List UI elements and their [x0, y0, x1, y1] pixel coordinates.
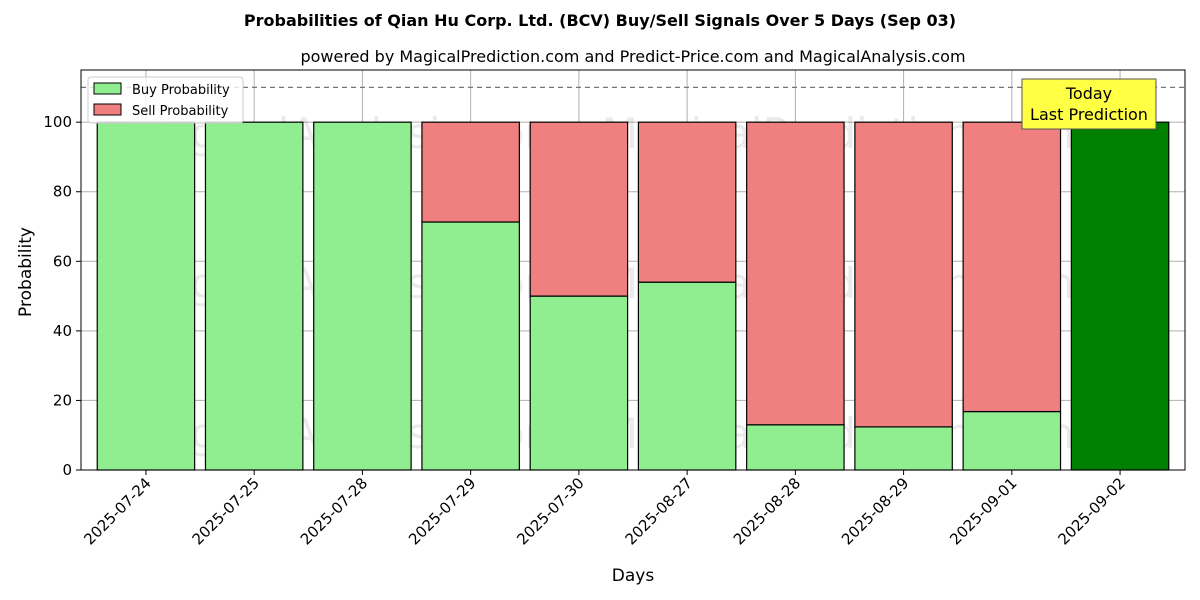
bar-buy-today	[1070, 121, 1170, 471]
x-axis-label: Days	[612, 566, 655, 586]
chart-subtitle: powered by MagicalPrediction.com and Pre…	[300, 47, 965, 66]
legend-swatch-buy	[93, 82, 122, 95]
bar-buy	[746, 424, 845, 471]
x-axis-ticks: 2025-07-24 2025-07-25 2025-07-28 2025-07-29…	[80, 470, 1129, 548]
y-tick-label: 80	[53, 183, 72, 201]
bar-sell	[421, 121, 520, 223]
bar-sell	[637, 121, 737, 283]
x-tick-label: 2025-08-29	[838, 474, 912, 548]
y-tick-label: 60	[53, 252, 72, 270]
bar-buy	[421, 221, 520, 471]
y-tick-label: 100	[43, 113, 72, 131]
bar-sell	[854, 121, 953, 428]
bars	[96, 121, 1170, 471]
bar-sell	[746, 121, 845, 426]
x-tick-label: 2025-09-01	[946, 474, 1020, 548]
bar-buy	[854, 426, 953, 471]
today-annotation: Today Last Prediction	[1021, 78, 1157, 130]
today-label: Today	[1065, 84, 1112, 103]
x-tick-label: 2025-07-25	[189, 474, 263, 548]
x-tick-label: 2025-07-24	[80, 474, 154, 548]
y-tick-label: 0	[62, 461, 72, 479]
y-tick-label: 40	[53, 322, 72, 340]
plot-frame	[80, 69, 1186, 471]
legend-label-sell: Sell Probability	[132, 104, 229, 119]
x-tick-label: 2025-07-29	[405, 474, 479, 548]
bar-buy	[637, 281, 737, 471]
today-box	[1021, 78, 1157, 130]
y-tick-label: 20	[53, 391, 72, 409]
bar-buy	[529, 295, 629, 471]
bar-buy	[962, 410, 1062, 471]
legend: Buy Probability Sell Probability	[87, 76, 244, 124]
bar-sell	[529, 121, 629, 297]
legend-box	[87, 76, 244, 124]
x-tick-label: 2025-07-28	[297, 474, 371, 548]
x-tick-label: 2025-07-30	[513, 474, 587, 548]
legend-label-buy: Buy Probability	[132, 83, 230, 98]
legend-swatch-sell	[93, 103, 122, 116]
y-axis-ticks: 0 20 40 60 80 100	[43, 113, 81, 479]
x-tick-label: 2025-08-27	[622, 474, 696, 548]
x-tick-label: 2025-08-28	[730, 474, 804, 548]
bar-sell	[962, 121, 1062, 413]
x-tick-label: 2025-09-02	[1055, 474, 1129, 548]
last-prediction-label: Last Prediction	[1030, 105, 1148, 124]
bar-buy	[313, 121, 412, 471]
bar-buy	[96, 121, 196, 471]
chart-title: Probabilities of Qian Hu Corp. Ltd. (BCV…	[244, 11, 956, 30]
bar-buy	[204, 121, 304, 471]
y-axis-label: Probability	[16, 227, 36, 317]
